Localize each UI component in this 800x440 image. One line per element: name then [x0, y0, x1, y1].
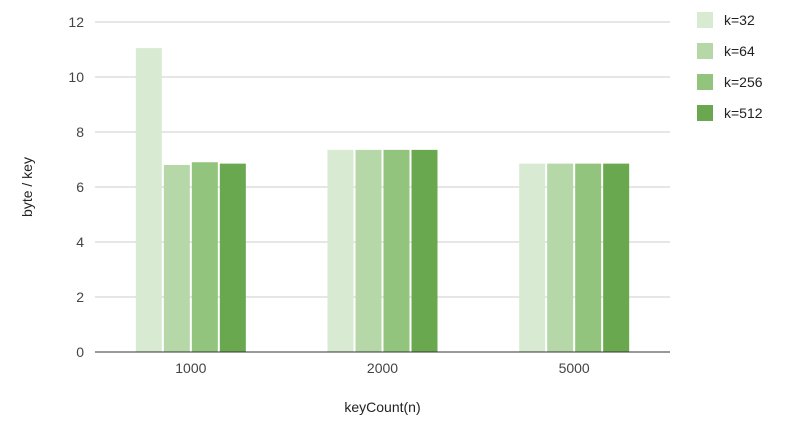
legend-swatch	[697, 105, 713, 121]
y-tick-label: 8	[76, 124, 84, 140]
x-axis-title: keyCount(n)	[344, 399, 420, 415]
y-tick-label: 2	[76, 289, 84, 305]
bar-k-256-2000	[383, 149, 410, 352]
x-tick-label: 2000	[367, 360, 398, 376]
legend-swatch	[697, 74, 713, 90]
x-tick-label: 1000	[175, 360, 206, 376]
x-tick-label: 5000	[559, 360, 590, 376]
legend: k=32 k=64 k=256 k=512	[697, 12, 763, 121]
y-axis-title: byte / key	[19, 157, 35, 217]
bar-k-256-1000	[191, 162, 218, 352]
x-axis-ticks: 1000 2000 5000	[175, 360, 590, 376]
legend-label: k=256	[724, 74, 763, 90]
bar-k-64-2000	[355, 149, 382, 352]
y-tick-label: 4	[76, 234, 84, 250]
gridlines	[95, 21, 670, 298]
bar-k-32-5000	[519, 163, 546, 352]
legend-label: k=512	[724, 105, 763, 121]
y-tick-label: 12	[68, 14, 84, 30]
bar-k-512-5000	[603, 163, 630, 352]
legend-swatch	[697, 12, 713, 28]
legend-label: k=32	[724, 12, 755, 28]
bar-k-256-5000	[575, 163, 602, 352]
bar-k-512-2000	[411, 149, 438, 352]
legend-label: k=64	[724, 43, 755, 59]
bar-k-32-1000	[135, 48, 162, 352]
y-axis-ticks: 0 2 4 6 8 10 12	[68, 14, 84, 360]
bars	[135, 48, 630, 352]
y-tick-label: 10	[68, 69, 84, 85]
bar-k-32-2000	[327, 149, 354, 352]
bar-k-512-1000	[219, 163, 246, 352]
y-tick-label: 6	[76, 179, 84, 195]
bar-k-64-1000	[163, 165, 190, 352]
legend-swatch	[697, 43, 713, 59]
bar-k-64-5000	[547, 163, 574, 352]
y-tick-label: 0	[76, 344, 84, 360]
